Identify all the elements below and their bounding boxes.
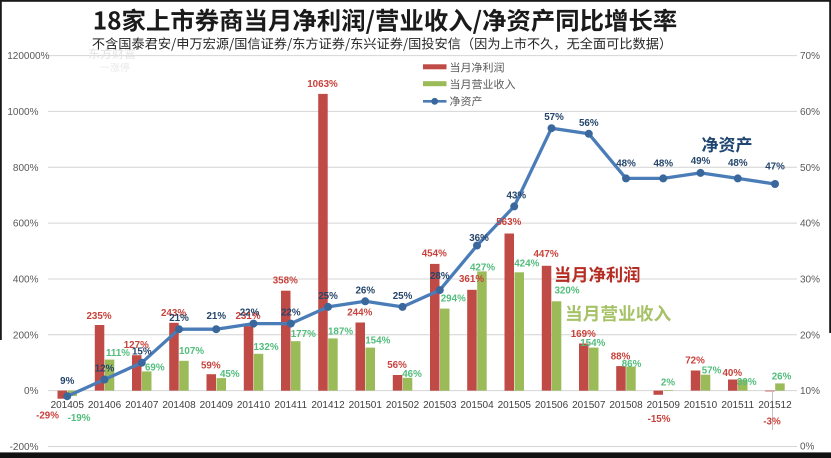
svg-text:-29%: -29%	[36, 411, 59, 422]
svg-text:201502: 201502	[386, 400, 420, 411]
svg-text:-15%: -15%	[648, 414, 671, 425]
svg-text:47%: 47%	[765, 162, 785, 173]
svg-text:201512: 201512	[758, 400, 792, 411]
svg-text:25%: 25%	[393, 291, 413, 302]
svg-text:201405: 201405	[51, 400, 85, 411]
svg-text:43%: 43%	[506, 190, 526, 201]
svg-text:454%: 454%	[422, 249, 447, 260]
svg-text:12%: 12%	[95, 363, 115, 374]
svg-text:358%: 358%	[273, 276, 298, 287]
svg-text:447%: 447%	[533, 249, 558, 260]
svg-text:48%: 48%	[616, 158, 636, 169]
svg-text:201503: 201503	[423, 400, 457, 411]
svg-text:361%: 361%	[459, 274, 484, 285]
svg-text:45%: 45%	[220, 369, 240, 380]
svg-text:25%: 25%	[318, 291, 338, 302]
svg-text:1063%: 1063%	[307, 79, 338, 90]
svg-text:10%: 10%	[800, 386, 820, 397]
svg-text:424%: 424%	[514, 258, 539, 269]
svg-text:48%: 48%	[728, 158, 748, 169]
svg-text:20%: 20%	[800, 330, 820, 341]
svg-text:39%: 39%	[737, 377, 757, 388]
svg-text:201511: 201511	[721, 400, 754, 411]
svg-text:201507: 201507	[572, 400, 606, 411]
svg-text:-19%: -19%	[68, 413, 91, 424]
svg-text:235%: 235%	[86, 311, 111, 322]
svg-text:201504: 201504	[460, 400, 494, 411]
svg-text:600%: 600%	[13, 219, 39, 230]
svg-text:231%: 231%	[235, 311, 260, 322]
svg-text:800%: 800%	[13, 163, 39, 174]
svg-text:111%: 111%	[106, 348, 130, 359]
svg-text:46%: 46%	[402, 369, 422, 380]
svg-text:59%: 59%	[201, 360, 221, 371]
svg-text:154%: 154%	[365, 336, 390, 347]
svg-text:201412: 201412	[311, 400, 345, 411]
svg-text:26%: 26%	[772, 371, 792, 382]
svg-text:28%: 28%	[430, 271, 450, 282]
svg-text:201408: 201408	[162, 400, 196, 411]
svg-text:201508: 201508	[609, 400, 643, 411]
svg-text:21%: 21%	[206, 311, 226, 322]
svg-text:154%: 154%	[580, 338, 605, 349]
svg-text:36%: 36%	[469, 233, 489, 244]
svg-text:15%: 15%	[132, 347, 152, 358]
svg-text:427%: 427%	[470, 262, 495, 273]
svg-text:244%: 244%	[347, 308, 372, 319]
svg-text:57%: 57%	[544, 112, 564, 123]
svg-text:201407: 201407	[125, 400, 159, 411]
svg-text:201409: 201409	[200, 400, 234, 411]
svg-text:563%: 563%	[496, 217, 521, 228]
svg-text:30%: 30%	[800, 274, 820, 285]
svg-text:56%: 56%	[579, 118, 599, 129]
svg-text:201510: 201510	[684, 400, 718, 411]
svg-text:0%: 0%	[24, 386, 39, 397]
svg-text:400%: 400%	[13, 274, 39, 285]
svg-text:201505: 201505	[498, 400, 532, 411]
svg-text:294%: 294%	[441, 294, 466, 305]
svg-text:201411: 201411	[274, 400, 307, 411]
svg-text:69%: 69%	[145, 362, 165, 373]
svg-text:200%: 200%	[13, 330, 39, 341]
svg-text:50%: 50%	[800, 163, 820, 174]
svg-text:40%: 40%	[800, 219, 820, 230]
svg-text:243%: 243%	[161, 308, 186, 319]
svg-text:60%: 60%	[800, 107, 820, 118]
svg-text:26%: 26%	[355, 285, 375, 296]
svg-text:201501: 201501	[349, 400, 383, 411]
svg-text:201406: 201406	[88, 400, 122, 411]
svg-text:1000%: 1000%	[7, 107, 38, 118]
svg-text:107%: 107%	[179, 346, 204, 357]
svg-text:88%: 88%	[611, 351, 631, 362]
svg-text:201506: 201506	[535, 400, 569, 411]
svg-text:132%: 132%	[253, 342, 278, 353]
svg-text:40%: 40%	[722, 368, 742, 379]
svg-text:-200%: -200%	[10, 442, 39, 453]
svg-text:72%: 72%	[685, 356, 705, 367]
svg-text:21%: 21%	[169, 313, 189, 324]
svg-text:56%: 56%	[387, 360, 407, 371]
svg-text:201509: 201509	[647, 400, 681, 411]
svg-text:9%: 9%	[60, 376, 74, 387]
svg-text:-3%: -3%	[763, 417, 781, 428]
svg-text:169%: 169%	[571, 329, 596, 340]
svg-text:201410: 201410	[237, 400, 271, 411]
svg-text:177%: 177%	[291, 329, 316, 340]
svg-text:70%: 70%	[800, 51, 820, 62]
svg-text:120000%: 120000%	[7, 51, 49, 62]
svg-text:57%: 57%	[702, 366, 722, 377]
svg-text:320%: 320%	[554, 285, 579, 296]
svg-text:0%: 0%	[800, 442, 815, 453]
svg-text:187%: 187%	[328, 326, 353, 337]
svg-text:127%: 127%	[124, 340, 149, 351]
svg-text:22%: 22%	[240, 308, 260, 319]
svg-text:49%: 49%	[691, 156, 711, 167]
svg-text:2%: 2%	[661, 378, 675, 389]
svg-text:48%: 48%	[653, 158, 673, 169]
svg-text:22%: 22%	[281, 308, 301, 319]
svg-text:86%: 86%	[622, 359, 642, 370]
